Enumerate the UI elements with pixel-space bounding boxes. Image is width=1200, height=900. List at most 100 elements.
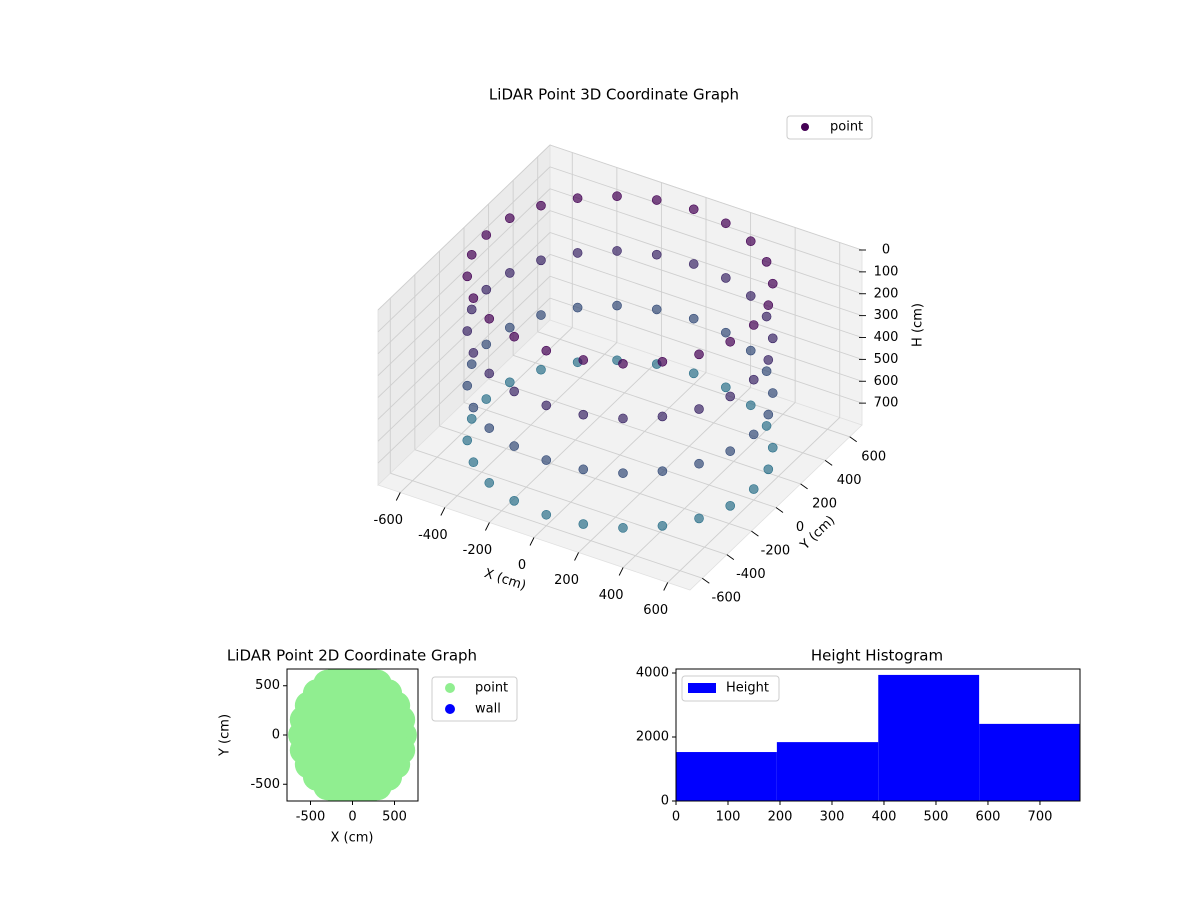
x-axis-label: X (cm) [331, 831, 374, 846]
y-tick-label: 0 [272, 728, 280, 743]
data-point [657, 521, 668, 531]
data-point [612, 191, 622, 202]
x-tick-label: 600 [976, 810, 1001, 825]
data-point [338, 721, 367, 749]
legend-box [431, 676, 518, 722]
data-point [504, 322, 515, 333]
y-tick-label: 0 [796, 520, 804, 535]
data-point [694, 404, 704, 414]
data-point [468, 348, 479, 358]
x-tick-label: 400 [872, 810, 897, 825]
z-tick-label: 0 [882, 243, 890, 258]
tick-mark [663, 582, 669, 591]
z-tick-label: 300 [874, 308, 899, 323]
data-point [651, 304, 662, 315]
data-point [694, 513, 704, 524]
y-tick-label: 500 [255, 678, 280, 693]
legend-box [681, 675, 780, 702]
data-point [688, 259, 699, 269]
data-point [761, 311, 772, 322]
data-point [763, 300, 774, 311]
data-point [541, 345, 552, 356]
grid-line [377, 297, 551, 464]
data-point [504, 377, 515, 388]
data-point [541, 509, 552, 520]
x-tick-label: 200 [554, 573, 579, 588]
y-tick-label: -200 [761, 544, 791, 559]
grid-line [377, 144, 551, 311]
grid-line [512, 354, 826, 461]
x-tick-label: 700 [1028, 810, 1053, 825]
data-point [612, 246, 622, 256]
grid-line [549, 275, 863, 382]
data-point [481, 284, 492, 295]
data-point [688, 313, 699, 324]
data-point [509, 331, 520, 342]
data-point [572, 193, 583, 204]
data-point [578, 519, 589, 529]
grid-line [549, 210, 863, 317]
legend-marker [688, 683, 716, 693]
grid-line [377, 232, 551, 398]
axes-frame [675, 668, 1081, 802]
data-point [657, 356, 668, 367]
data-point [481, 230, 492, 240]
tick-mark [824, 459, 833, 466]
x-tick-label: 300 [820, 810, 845, 825]
tick-mark [775, 507, 784, 513]
tick-mark [800, 483, 808, 490]
grid-line [549, 166, 863, 273]
bar [878, 674, 980, 801]
data-point [748, 484, 759, 494]
data-point [657, 411, 668, 422]
tick-mark [849, 436, 857, 443]
data-point [541, 400, 552, 411]
data-point [618, 358, 628, 369]
z-tick-label: 700 [874, 396, 899, 411]
data-point [618, 468, 628, 478]
legend-marker [445, 683, 455, 693]
grid-line [390, 472, 703, 579]
data-point [484, 423, 495, 433]
z-tick-label: 400 [874, 330, 899, 345]
bar [776, 742, 879, 801]
tick-mark [726, 554, 735, 561]
x-tick-label: 400 [599, 588, 624, 603]
data-point [578, 355, 589, 365]
data-point [688, 368, 699, 379]
data-point [484, 368, 495, 379]
y-tick-label: -600 [712, 591, 742, 606]
data-point [725, 336, 736, 347]
data-point [767, 333, 778, 344]
data-point [745, 291, 756, 301]
y-tick-label: 0 [661, 794, 669, 809]
data-point [466, 304, 477, 315]
legend-marker [445, 704, 455, 714]
z-tick-label: 100 [874, 264, 899, 279]
data-point [618, 523, 628, 533]
data-point [657, 466, 668, 476]
data-point [481, 339, 492, 350]
data-point [748, 320, 759, 330]
tick-mark [618, 567, 624, 576]
data-point [761, 257, 772, 267]
chart-title: LiDAR Point 2D Coordinate Graph [227, 647, 477, 665]
y-tick-label: 400 [837, 473, 862, 488]
data-point [725, 391, 736, 402]
data-point [462, 380, 473, 391]
legend-label: Height [726, 681, 769, 696]
data-point [572, 302, 583, 313]
data-point [651, 249, 662, 260]
y-tick-label: 200 [812, 496, 837, 511]
data-point [466, 414, 477, 424]
data-point [536, 255, 546, 266]
grid-line [549, 188, 863, 295]
x-tick-label: -500 [296, 810, 326, 825]
legend-label: point [830, 120, 863, 135]
grid-line [414, 449, 728, 556]
chart-title: LiDAR Point 3D Coordinate Graph [489, 86, 739, 104]
data-point [767, 278, 778, 289]
plot-area [288, 669, 417, 801]
data-point [462, 271, 473, 282]
